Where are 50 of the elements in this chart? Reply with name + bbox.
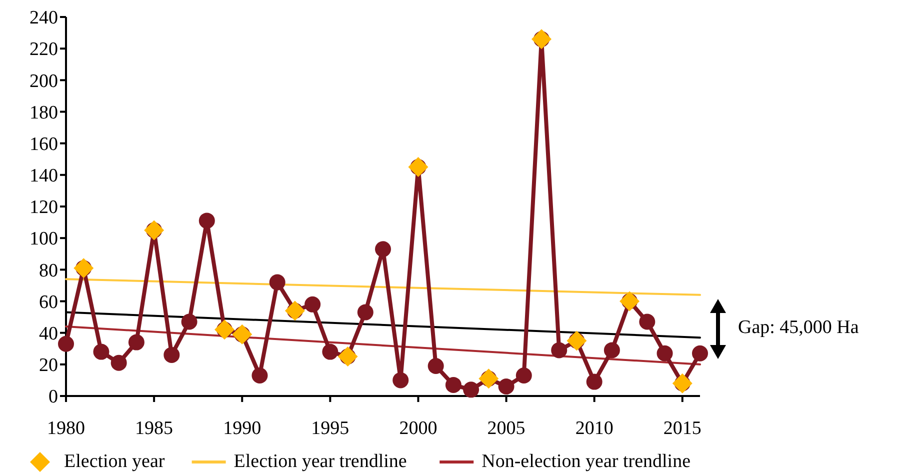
point: [428, 358, 444, 374]
x-tick-label: 2010: [575, 418, 614, 439]
x-tick-label: 1990: [223, 418, 262, 439]
y-tick-label: 220: [30, 39, 58, 60]
y-tick-label: 20: [39, 355, 58, 376]
point: [498, 378, 514, 395]
y-tick-label: 140: [30, 166, 58, 187]
point: [604, 342, 620, 358]
point: [58, 336, 74, 352]
x-tick-label: 1980: [47, 418, 85, 439]
x-tick-label: 2005: [487, 418, 526, 439]
y-tick-label: 240: [30, 8, 58, 29]
point: [252, 367, 268, 384]
point: [128, 334, 144, 350]
point: [516, 367, 532, 384]
y-tick-label: 0: [48, 386, 58, 408]
point: [198, 212, 215, 229]
point: [586, 374, 602, 390]
point: [357, 304, 374, 320]
point: [463, 382, 480, 398]
point: [181, 314, 198, 330]
point: [304, 296, 321, 312]
y-tick-label: 160: [30, 134, 58, 155]
y-tick-label: 60: [39, 292, 58, 313]
y-tick-label: 80: [39, 260, 58, 282]
point: [639, 314, 656, 330]
point: [269, 274, 286, 290]
legend-label: Non-election year trendline: [482, 451, 691, 472]
legend-label: Election year: [64, 451, 166, 472]
y-tick-label: 120: [30, 197, 58, 218]
point: [692, 345, 708, 362]
y-tick-label: 180: [30, 102, 58, 124]
x-tick-label: 1995: [311, 418, 350, 439]
point: [93, 344, 110, 360]
point: [392, 372, 409, 388]
point: [164, 346, 180, 363]
point: [322, 344, 338, 360]
x-tick-label: 1985: [135, 418, 174, 439]
legend-label: Election year trendline: [234, 451, 407, 472]
point: [375, 241, 391, 258]
y-tick-label: 40: [39, 323, 58, 344]
point: [445, 376, 462, 393]
text: Gap: 45,000 Ha: [738, 317, 860, 338]
point: [656, 345, 673, 362]
y-tick-label: 200: [30, 70, 58, 92]
x-tick-label: 2000: [399, 418, 438, 439]
point: [110, 354, 127, 371]
x-tick-label: 2015: [663, 418, 702, 439]
point: [551, 342, 568, 358]
y-tick-label: 100: [30, 228, 58, 250]
